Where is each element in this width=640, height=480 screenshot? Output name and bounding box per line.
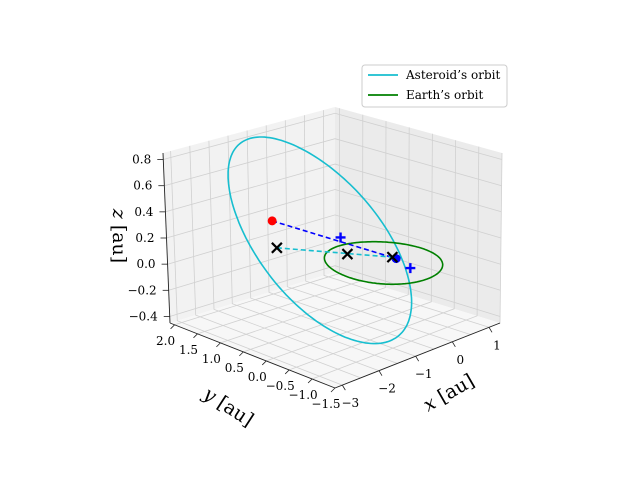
x-tick-mark [415,356,420,362]
grid-line-x [170,150,343,386]
z-axis-label: z[au] [108,208,130,263]
y-tick-label: 1.5 [179,343,198,357]
dashed-projection-line [276,247,393,258]
earth-orbit-line [323,240,444,286]
orbit-series [227,136,444,345]
y-tick-mark [239,351,244,357]
z-tick-label: −0.4 [129,309,159,323]
x-tick-label: −1 [415,367,433,381]
y-tick-mark [216,342,221,348]
y-tick-mark [261,360,267,366]
y-tick-label: −1.0 [289,388,318,402]
y-axis-label: y[au] [198,382,257,431]
asteroid-orbit-line [227,136,413,345]
point-markers [267,216,416,274]
y-tick-mark [193,333,198,339]
y-tick-label: −0.5 [266,379,295,393]
dashed-projection-line [271,220,397,260]
legend-frame [361,64,508,108]
grid-line-y [266,133,433,362]
legend: Asteroid’s orbit Earth’s orbit [361,64,508,108]
plus-marker [405,263,416,274]
grid-line-x [323,110,490,328]
x-tick-label: −2 [378,382,396,396]
y-tick-label: −1.5 [311,397,340,411]
z-tick-label: 0.8 [132,153,151,167]
grid-line-z [166,189,502,239]
grid-line-y [243,127,410,353]
axis-panes [163,107,502,388]
projection-lines [271,220,397,260]
grid-line-z [163,112,503,160]
grid-line-z [167,214,501,265]
y-tick-mark [330,387,336,393]
x-marker [271,242,283,254]
x-tick-label: 0 [457,353,465,367]
legend-label-asteroid: Asteroid’s orbit [405,68,500,82]
grid-line-x [304,115,471,335]
grid-line-x [265,125,435,350]
z-tick-label: 0.0 [136,257,155,271]
x-tick-mark [341,384,346,391]
grid-line-x [284,120,453,343]
legend-label-earth: Earth’s orbit [406,88,483,102]
tick-labels: −3−2−1012.01.51.00.50.0−0.5−1.0−1.50.80.… [128,153,501,411]
z-tick-label: 0.6 [133,179,152,193]
x-tick-label: 1 [493,338,501,352]
z-tick-label: −0.2 [128,283,157,297]
grid-line-x [246,130,416,357]
x-tick-label: −3 [341,396,359,410]
y-tick-label: 0.5 [225,361,244,375]
grid-line-z [169,265,501,317]
x-marker [386,251,399,263]
dot-marker [267,216,277,226]
grid-line-y [220,121,387,344]
y-tick-label: 0.0 [248,370,267,384]
x-tick-mark [378,370,383,376]
x-marker [341,248,354,260]
grid-line-z [165,163,502,213]
y-tick-label: 1.0 [202,352,221,366]
grid-line-x [189,145,361,379]
y-tick-mark [170,324,175,330]
y-tick-label: 2.0 [156,334,175,348]
plus-marker [335,232,346,243]
x-tick-mark [451,341,456,347]
floor-pane [170,272,500,388]
grid-line-y [311,146,480,380]
x-axis-line [334,322,501,389]
z-tick-label: 0.2 [135,231,154,245]
x-tick-mark [488,327,493,333]
z-tick-label: 0.4 [134,205,153,219]
grid-line-x [208,140,380,372]
grid-line-z [164,138,502,187]
y-tick-mark [284,369,290,375]
grid-line-y [289,140,456,371]
back-pane-xz [335,107,502,323]
y-tick-mark [307,378,313,384]
